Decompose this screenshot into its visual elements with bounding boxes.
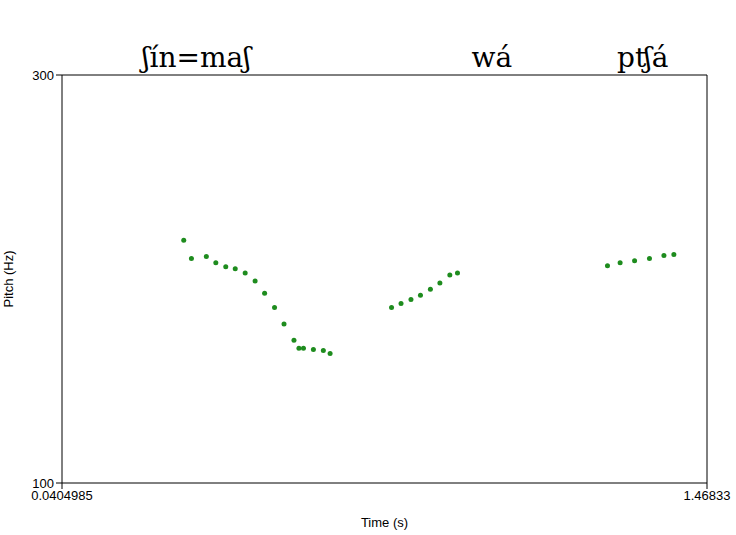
svg-text:300: 300 — [32, 68, 54, 83]
svg-text:0.0404985: 0.0404985 — [31, 488, 93, 504]
svg-text:100: 100 — [32, 476, 54, 491]
svg-text:1.46833: 1.46833 — [684, 488, 731, 503]
svg-text:Pitch (Hz): Pitch (Hz) — [1, 250, 16, 307]
svg-text:wá: wá — [471, 41, 512, 74]
svg-text:Time (s): Time (s) — [361, 515, 408, 530]
svg-text:ʃín=maʃ: ʃín=maʃ — [139, 41, 253, 74]
svg-text:pʧá: pʧá — [617, 41, 668, 74]
